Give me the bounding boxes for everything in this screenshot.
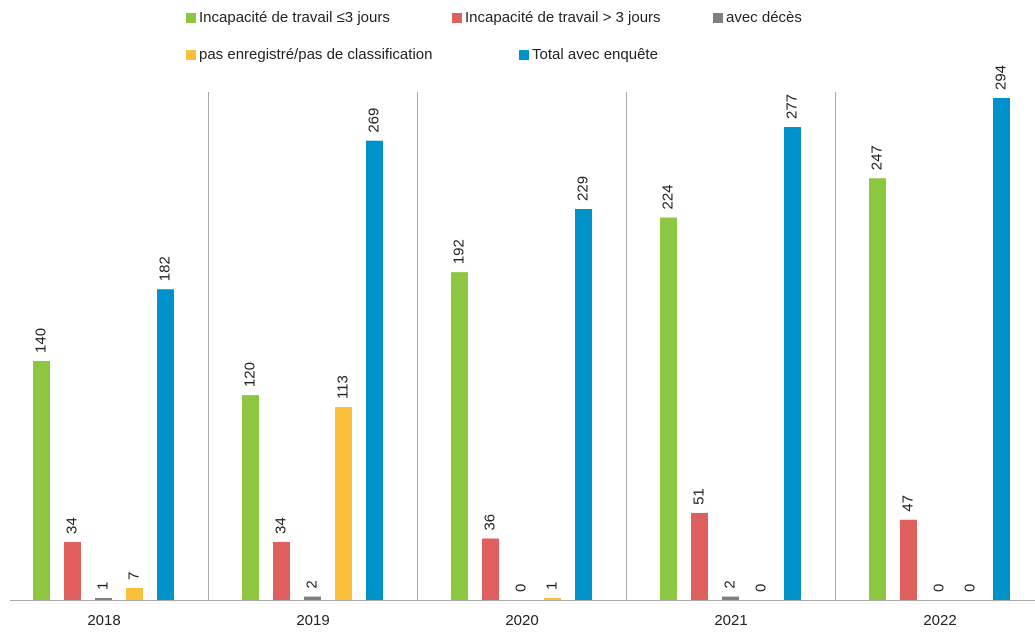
value-label: 34	[272, 517, 289, 534]
value-label: 0	[512, 584, 529, 592]
value-label: 1	[94, 582, 111, 590]
bar	[482, 538, 499, 600]
bar	[157, 289, 174, 600]
bar	[544, 598, 561, 600]
legend-label: Incapacité de travail > 3 jours	[465, 9, 661, 26]
value-label: 140	[32, 328, 49, 353]
bar	[660, 217, 677, 600]
bar	[784, 127, 801, 600]
bar	[691, 512, 708, 600]
legend-swatch	[713, 13, 723, 23]
value-label: 277	[783, 94, 800, 119]
legend-swatch	[186, 13, 196, 23]
bar	[366, 140, 383, 600]
bar	[242, 395, 259, 600]
bar	[95, 598, 112, 600]
value-label: 269	[365, 108, 382, 133]
bar	[575, 208, 592, 600]
value-label: 182	[156, 256, 173, 281]
value-label: 229	[574, 176, 591, 201]
legend-label: pas enregistré/pas de classification	[199, 46, 432, 63]
value-label: 47	[899, 495, 916, 512]
value-label: 36	[481, 514, 498, 531]
value-label: 0	[752, 584, 769, 592]
bar	[869, 178, 886, 600]
bar	[64, 541, 81, 600]
value-label: 1	[543, 582, 560, 590]
value-label: 7	[125, 572, 142, 580]
bar	[335, 407, 352, 600]
value-label: 34	[63, 517, 80, 534]
value-label: 120	[241, 362, 258, 387]
value-label: 2	[721, 580, 738, 588]
legend-label: Total avec enquête	[532, 46, 658, 63]
value-label: 0	[930, 584, 947, 592]
bar	[993, 98, 1010, 600]
bar	[722, 596, 739, 600]
legend-swatch	[452, 13, 462, 23]
x-tick-label: 2019	[296, 612, 329, 629]
value-label: 113	[334, 375, 351, 399]
value-label: 2	[303, 580, 320, 588]
bar	[451, 272, 468, 600]
legend-label: Incapacité de travail ≤3 jours	[199, 9, 390, 26]
x-tick-label: 2020	[505, 612, 538, 629]
bar	[900, 519, 917, 600]
bar	[304, 596, 321, 600]
x-tick-label: 2022	[923, 612, 956, 629]
value-label: 247	[868, 145, 885, 170]
legend-swatch	[519, 50, 529, 60]
bar	[126, 588, 143, 600]
bar	[273, 541, 290, 600]
value-label: 192	[450, 239, 467, 264]
legend-swatch	[186, 50, 196, 60]
x-tick-label: 2018	[87, 612, 120, 629]
legend-label: avec décès	[726, 9, 802, 26]
value-label: 0	[961, 584, 978, 592]
value-label: 294	[992, 65, 1009, 90]
bar	[33, 360, 50, 600]
x-tick-label: 2021	[714, 612, 747, 629]
value-label: 224	[659, 184, 676, 209]
value-label: 51	[690, 488, 707, 505]
